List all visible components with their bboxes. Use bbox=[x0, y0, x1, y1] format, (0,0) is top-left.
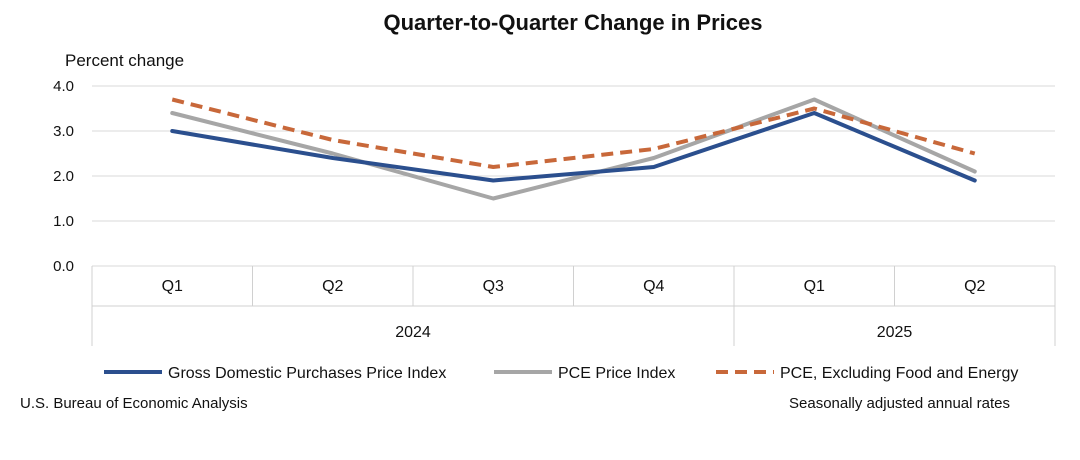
series-line bbox=[170, 97, 977, 201]
y-ticks: 0.0 1.0 2.0 3.0 4.0 bbox=[53, 78, 74, 275]
quarter-label: Q1 bbox=[162, 278, 183, 295]
quarter-label: Q2 bbox=[322, 278, 343, 295]
legend-label: PCE, Excluding Food and Energy bbox=[780, 365, 1018, 382]
adjustment-note: Seasonally adjusted annual rates bbox=[789, 395, 1010, 412]
y-tick-label: 4.0 bbox=[53, 78, 74, 95]
year-label: 2025 bbox=[877, 324, 913, 341]
legend-label: PCE Price Index bbox=[558, 365, 675, 382]
y-axis-label: Percent change bbox=[65, 51, 184, 70]
year-label: 2024 bbox=[395, 324, 431, 341]
y-tick-label: 3.0 bbox=[53, 123, 74, 140]
quarter-label: Q1 bbox=[804, 278, 825, 295]
quarter-label: Q2 bbox=[964, 278, 985, 295]
category-axis: Q1 Q2 Q3 Q4 Q1 Q2 2024 2025 bbox=[91, 266, 1056, 346]
series-line bbox=[170, 111, 977, 183]
source-note: U.S. Bureau of Economic Analysis bbox=[20, 395, 248, 412]
quarter-label: Q4 bbox=[643, 278, 664, 295]
y-tick-label: 1.0 bbox=[53, 213, 74, 230]
series-line bbox=[171, 97, 976, 169]
grid bbox=[92, 85, 1055, 267]
legend: Gross Domestic Purchases Price Index PCE … bbox=[104, 365, 1018, 382]
quarter-label: Q3 bbox=[483, 278, 504, 295]
legend-label: Gross Domestic Purchases Price Index bbox=[168, 365, 446, 382]
chart-title: Quarter-to-Quarter Change in Prices bbox=[384, 10, 763, 35]
series-lines bbox=[170, 97, 977, 201]
y-tick-label: 0.0 bbox=[53, 258, 74, 275]
y-tick-label: 2.0 bbox=[53, 168, 74, 185]
